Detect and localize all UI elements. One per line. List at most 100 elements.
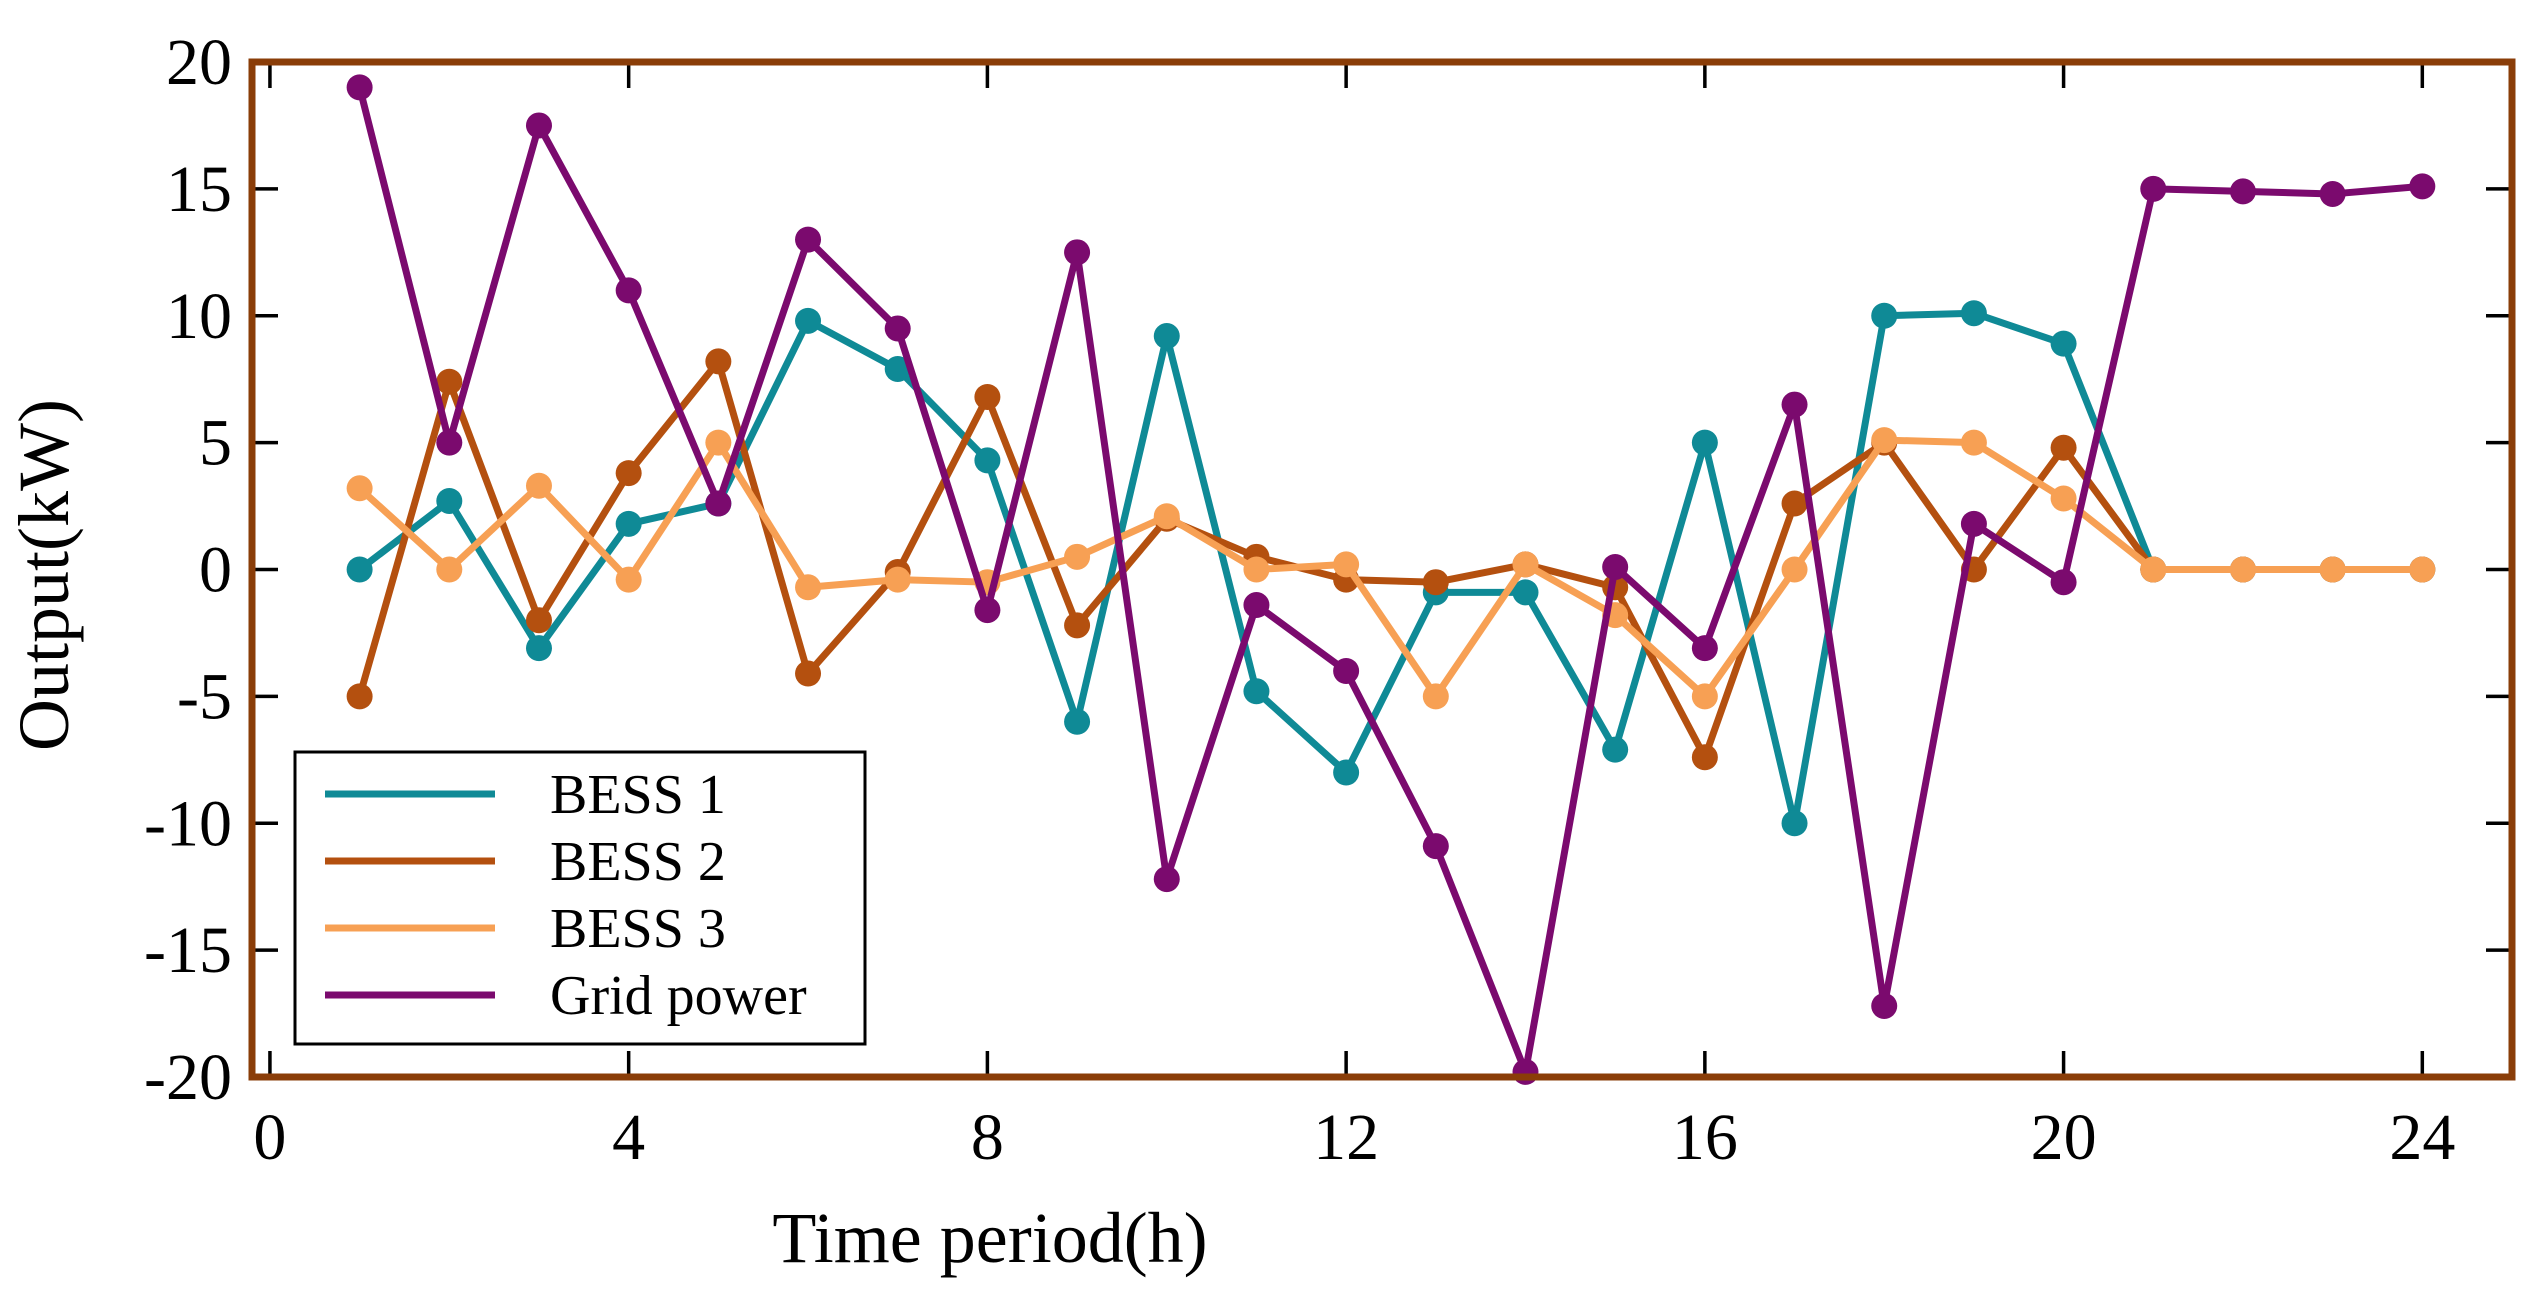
plot-frame bbox=[248, 58, 2516, 1081]
y-tick-label: 10 bbox=[166, 280, 232, 353]
data-point bbox=[2140, 556, 2167, 583]
y-tick-label: 0 bbox=[199, 534, 232, 607]
y-tick-label: -5 bbox=[177, 660, 232, 733]
data-point bbox=[615, 510, 642, 537]
legend-item: BESS 1 bbox=[325, 764, 726, 826]
data-point bbox=[525, 607, 552, 634]
data-point bbox=[436, 368, 463, 395]
data-point bbox=[1243, 592, 1270, 619]
x-axis-title: Time period(h) bbox=[772, 1198, 1207, 1278]
data-point bbox=[1602, 553, 1629, 580]
data-point bbox=[436, 487, 463, 514]
data-point bbox=[1512, 1058, 1539, 1085]
y-tick-label: 15 bbox=[166, 153, 232, 226]
x-tick-label: 8 bbox=[971, 1101, 1004, 1174]
y-tick-label: 20 bbox=[166, 26, 232, 99]
data-point bbox=[1691, 635, 1718, 662]
data-point bbox=[705, 429, 732, 456]
data-point bbox=[974, 597, 1001, 624]
data-point bbox=[1064, 708, 1091, 735]
x-tick-label: 20 bbox=[2031, 1101, 2097, 1174]
data-point bbox=[2050, 330, 2077, 357]
series-4 bbox=[346, 74, 2436, 1085]
y-tick-label: 5 bbox=[199, 407, 232, 480]
legend-label: BESS 3 bbox=[550, 898, 726, 960]
data-point bbox=[1333, 551, 1360, 578]
data-point bbox=[346, 683, 373, 710]
data-point bbox=[1422, 683, 1449, 710]
data-point bbox=[2050, 485, 2077, 512]
data-point bbox=[1512, 551, 1539, 578]
data-point bbox=[1691, 683, 1718, 710]
data-point bbox=[525, 472, 552, 499]
data-point bbox=[436, 556, 463, 583]
data-point bbox=[974, 447, 1001, 474]
data-point bbox=[795, 660, 822, 687]
data-point bbox=[1960, 300, 1987, 327]
data-point bbox=[436, 429, 463, 456]
data-point bbox=[346, 74, 373, 101]
data-point bbox=[2409, 556, 2436, 583]
data-point bbox=[615, 566, 642, 593]
data-point bbox=[1064, 612, 1091, 639]
data-point bbox=[1871, 992, 1898, 1019]
data-point bbox=[1243, 556, 1270, 583]
data-point bbox=[1781, 810, 1808, 837]
y-axis-title: Output(kW) bbox=[4, 399, 84, 751]
data-point bbox=[1960, 510, 1987, 537]
data-point bbox=[1422, 833, 1449, 860]
data-point bbox=[1602, 736, 1629, 763]
x-tick-label: 16 bbox=[1672, 1101, 1738, 1174]
data-point bbox=[2319, 556, 2346, 583]
data-point bbox=[795, 574, 822, 601]
legend-item: BESS 2 bbox=[325, 831, 726, 893]
data-point bbox=[884, 566, 911, 593]
data-point bbox=[1422, 569, 1449, 596]
data-point bbox=[1871, 302, 1898, 329]
data-point bbox=[974, 383, 1001, 410]
y-tick-label: -15 bbox=[144, 914, 232, 987]
data-point bbox=[1781, 556, 1808, 583]
legend-label: Grid power bbox=[550, 965, 807, 1027]
data-point bbox=[1333, 759, 1360, 786]
data-point bbox=[705, 490, 732, 517]
data-point bbox=[2140, 175, 2167, 202]
data-point bbox=[2229, 556, 2256, 583]
data-point bbox=[1781, 391, 1808, 418]
data-point bbox=[705, 348, 732, 375]
tick-labels-layer: 0 4 8 12 16 20 24 20 15 10 5 0 -5 -10 -15 -20 bbox=[144, 26, 2455, 1174]
data-point bbox=[346, 556, 373, 583]
data-point bbox=[1153, 503, 1180, 530]
data-point bbox=[2319, 180, 2346, 207]
data-point bbox=[884, 356, 911, 383]
data-point bbox=[615, 277, 642, 304]
data-point bbox=[1153, 866, 1180, 893]
data-point bbox=[1691, 429, 1718, 456]
data-point bbox=[1512, 579, 1539, 606]
data-point bbox=[1333, 658, 1360, 684]
data-point bbox=[2050, 569, 2077, 596]
data-point bbox=[1243, 678, 1270, 705]
x-tick-label: 12 bbox=[1313, 1101, 1379, 1174]
data-point bbox=[1781, 490, 1808, 517]
data-point bbox=[1153, 323, 1180, 350]
series-line bbox=[356, 357, 2426, 761]
data-point bbox=[525, 635, 552, 662]
data-point bbox=[1871, 427, 1898, 454]
legend-item: Grid power bbox=[325, 965, 807, 1027]
x-tick-label: 0 bbox=[253, 1101, 286, 1174]
legend-item: BESS 3 bbox=[325, 898, 726, 960]
data-point bbox=[2409, 173, 2436, 200]
y-tick-label: -10 bbox=[144, 787, 232, 860]
data-point bbox=[2229, 178, 2256, 205]
data-point bbox=[1064, 543, 1091, 570]
data-point bbox=[346, 475, 373, 502]
data-point bbox=[2050, 434, 2077, 461]
series-line bbox=[356, 83, 2426, 1076]
x-tick-label: 24 bbox=[2389, 1101, 2455, 1174]
data-point bbox=[1691, 744, 1718, 771]
data-point bbox=[525, 112, 552, 139]
data-point bbox=[795, 307, 822, 334]
data-point bbox=[1064, 239, 1091, 266]
